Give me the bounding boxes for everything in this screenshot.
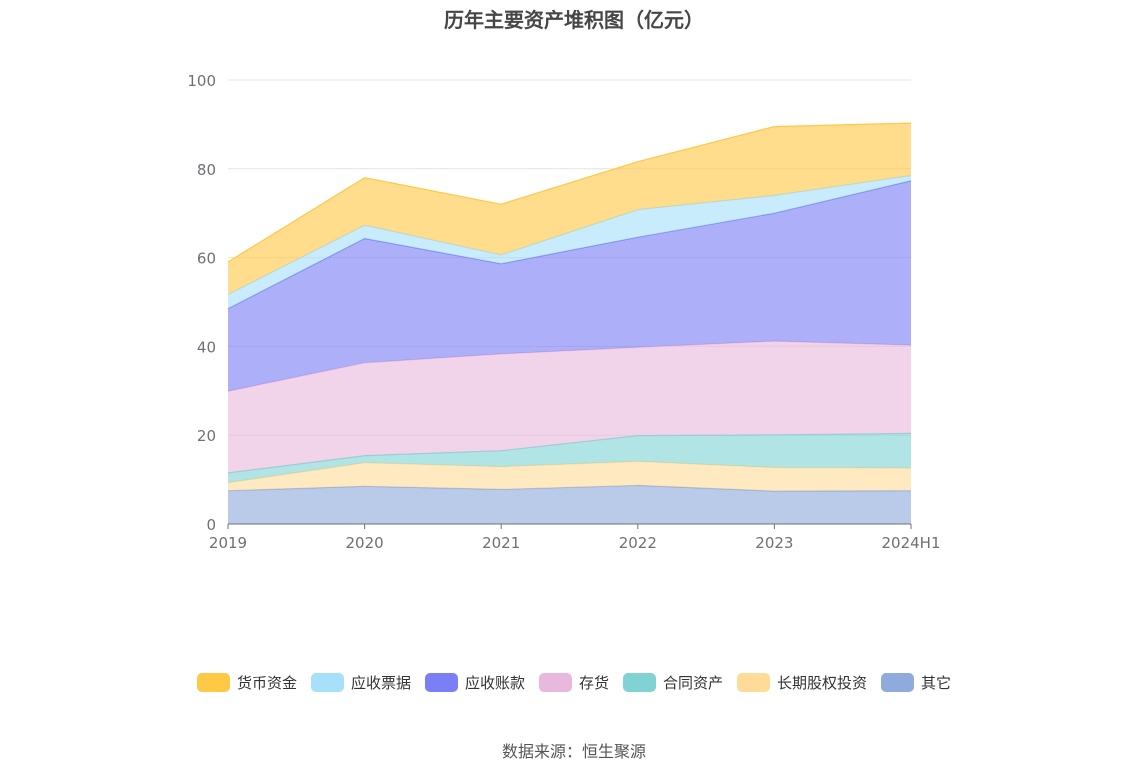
x-tick-label: 2021 [482, 534, 520, 552]
legend-item[interactable]: 货币资金 [196, 672, 297, 693]
legend-label: 应收票据 [350, 674, 411, 692]
y-tick-label: 40 [197, 338, 216, 356]
area-存货[interactable] [228, 341, 911, 473]
y-tick-label: 60 [197, 250, 216, 268]
legend-swatch [737, 673, 771, 692]
x-tick-label: 2024H1 [882, 534, 941, 552]
stacked-area-chart: 0 20 40 60 80 100 2019 2020 2021 2022 2023 2024H1 [187, 72, 941, 552]
legend-item[interactable]: 应收票据 [310, 672, 411, 693]
legend-label: 存货 [578, 674, 609, 692]
area-应收票据[interactable] [228, 175, 911, 309]
legend-swatch [424, 673, 458, 692]
x-tick-label: 2023 [755, 534, 793, 552]
legend-item[interactable]: 存货 [538, 672, 609, 693]
legend-label: 货币资金 [236, 674, 297, 692]
legend-label: 合同资产 [663, 674, 724, 692]
chart-title: 历年主要资产堆积图（亿元） [444, 8, 704, 32]
area-长期股权投资[interactable] [228, 461, 911, 492]
legend-label: 其它 [921, 674, 952, 692]
legend-swatch [310, 673, 344, 692]
area-货币资金[interactable] [228, 123, 911, 295]
legend-item[interactable]: 合同资产 [623, 672, 723, 693]
area-其它[interactable] [228, 485, 911, 524]
x-tick-label: 2019 [209, 534, 247, 552]
area-series [227, 122, 912, 524]
legend-label: 应收账款 [464, 674, 525, 692]
y-tick-label: 20 [197, 427, 216, 445]
x-tick-label: 2020 [346, 534, 384, 552]
legend-label: 长期股权投资 [777, 674, 868, 692]
area-edge-货币资金 [227, 122, 912, 263]
legend-item[interactable]: 应收账款 [424, 672, 525, 693]
y-tick-label: 100 [187, 72, 216, 90]
legend-item[interactable]: 长期股权投资 [737, 672, 867, 693]
area-应收账款[interactable] [228, 180, 911, 392]
legend: 货币资金 应收票据 应收账款 存货 合同资产 长期股权投资 其它 [0, 672, 1148, 693]
legend-swatch [623, 673, 656, 692]
legend-swatch [538, 673, 572, 692]
y-tick-label: 0 [206, 516, 216, 534]
data-source: 数据来源：恒生聚源 [501, 742, 646, 761]
legend-item[interactable]: 其它 [881, 672, 951, 693]
legend-swatch [196, 673, 230, 692]
legend-swatch [881, 673, 915, 692]
y-tick-label: 80 [197, 161, 216, 179]
area-合同资产[interactable] [228, 433, 911, 483]
axes: 2019 2020 2021 2022 2023 2024H1 [209, 523, 941, 552]
x-tick-label: 2022 [619, 534, 657, 552]
